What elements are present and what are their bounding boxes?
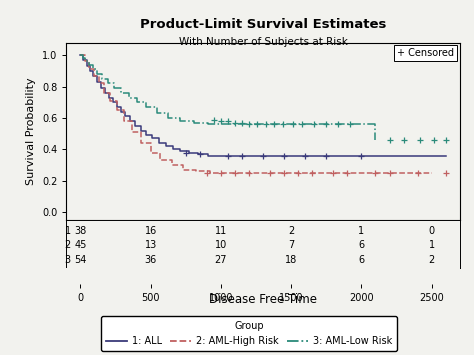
Text: 13: 13 [145,240,157,250]
Text: Product-Limit Survival Estimates: Product-Limit Survival Estimates [140,18,386,31]
Text: 0: 0 [428,226,435,236]
Text: 1: 1 [358,226,365,236]
Text: 1: 1 [428,240,435,250]
Text: 45: 45 [74,240,87,250]
Text: 16: 16 [145,226,157,236]
Text: 1: 1 [65,226,71,236]
Y-axis label: Survival Probability: Survival Probability [27,77,36,185]
Legend: 1: ALL, 2: AML-High Risk, 3: AML-Low Risk: 1: ALL, 2: AML-High Risk, 3: AML-Low Ris… [101,316,397,351]
Text: 2: 2 [288,226,294,236]
Text: 18: 18 [285,255,297,265]
Text: 7: 7 [288,240,294,250]
Text: 3: 3 [65,255,71,265]
Text: 6: 6 [358,255,365,265]
Text: 10: 10 [215,240,227,250]
Text: 54: 54 [74,255,87,265]
Text: 6: 6 [358,240,365,250]
Text: 27: 27 [215,255,227,265]
Text: With Number of Subjects at Risk: With Number of Subjects at Risk [179,37,347,47]
Text: Disease Free Time: Disease Free Time [209,294,317,306]
Text: 2: 2 [428,255,435,265]
Text: 11: 11 [215,226,227,236]
Text: 38: 38 [74,226,87,236]
Text: 2: 2 [64,240,71,250]
Text: + Censored: + Censored [397,48,454,58]
Text: 36: 36 [145,255,157,265]
